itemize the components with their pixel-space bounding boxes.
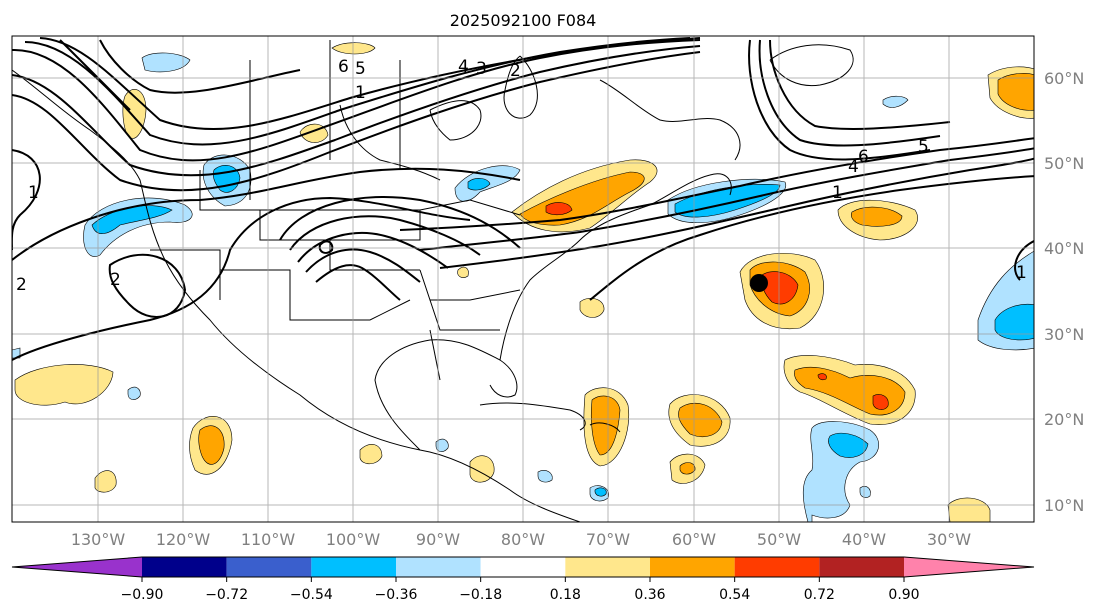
colorbar-swatch <box>142 557 227 577</box>
colorbar-swatch <box>226 557 312 577</box>
lon-label: 100°W <box>326 530 381 549</box>
contour-label: 2 <box>16 275 27 295</box>
contour-label: 3 <box>476 59 487 79</box>
contour-label: 6 <box>338 57 349 77</box>
contour-label: 4 <box>848 157 859 177</box>
lat-label: 50°N <box>1044 154 1084 173</box>
lon-label: 70°W <box>586 530 630 549</box>
lon-label: 80°W <box>501 530 545 549</box>
lon-label: 120°W <box>156 530 211 549</box>
colorbar-tick-label: 0.36 <box>634 587 665 603</box>
lat-label: 20°N <box>1044 410 1084 429</box>
lon-label: 110°W <box>241 530 296 549</box>
contour-label: 1 <box>355 83 366 103</box>
colorbar-tick-label: −0.36 <box>375 587 418 603</box>
colorbar-tick-label: −0.54 <box>290 587 333 603</box>
lat-label: 30°N <box>1044 325 1084 344</box>
contour-label: 1 <box>1016 263 1027 283</box>
lon-label: 60°W <box>672 530 716 549</box>
colorbar-swatch <box>311 557 396 577</box>
colorbar-extend-high <box>904 557 1034 577</box>
contour-label: 2 <box>110 270 121 290</box>
contour-label: 6 <box>858 147 869 167</box>
map-title: 2025092100 F084 <box>450 11 597 30</box>
lon-label: 40°W <box>842 530 886 549</box>
colorbar-swatch <box>396 557 481 577</box>
storm-center-marker <box>750 274 768 292</box>
contour-label: 2 <box>510 61 521 81</box>
contour-label: 1 <box>28 183 39 203</box>
colorbar-tick-label: −0.90 <box>121 587 164 603</box>
lat-label: 60°N <box>1044 69 1084 88</box>
colorbar-swatch <box>650 557 735 577</box>
colorbar-tick-label: −0.18 <box>459 587 502 603</box>
colorbar-tick-label: 0.90 <box>888 587 919 603</box>
latitude-labels: 60°N 50°N 40°N 30°N 20°N 10°N <box>1044 69 1084 515</box>
colorbar-swatch <box>480 557 566 577</box>
contour-label: 4 <box>458 57 469 77</box>
contour-label: 5 <box>918 137 929 157</box>
colorbar-tick-label: −0.72 <box>205 587 248 603</box>
colorbar-extend-low <box>12 557 142 577</box>
colorbar-swatch <box>565 557 650 577</box>
lon-label: 90°W <box>416 530 460 549</box>
colorbar: −0.90 −0.72 −0.54 −0.36 −0.18 0.18 0.36 0.54 0.7… <box>11 556 1035 603</box>
colorbar-tick-label: 0.72 <box>804 587 835 603</box>
colorbar-tick-label: 0.18 <box>550 587 581 603</box>
colorbar-swatch <box>734 557 820 577</box>
lon-label: 130°W <box>71 530 126 549</box>
contour-label-group: 6 5 4 3 2 1 1 2 2 6 5 4 1 1 <box>16 57 1027 295</box>
colorbar-swatch <box>819 557 904 577</box>
lat-label: 40°N <box>1044 239 1084 258</box>
contour-label: 5 <box>355 59 366 79</box>
colorbar-tick-label: 0.54 <box>719 587 750 603</box>
anomaly-shading <box>12 42 1034 522</box>
lon-label: 30°W <box>927 530 971 549</box>
contour-label: 1 <box>832 183 843 203</box>
lat-label: 10°N <box>1044 496 1084 515</box>
lat-lon-grid <box>12 36 1034 522</box>
lon-label: 50°W <box>757 530 801 549</box>
map-frame <box>11 35 1035 523</box>
coastlines <box>12 40 854 522</box>
longitude-labels: 130°W 120°W 110°W 100°W 90°W 80°W 70°W 6… <box>71 530 971 549</box>
